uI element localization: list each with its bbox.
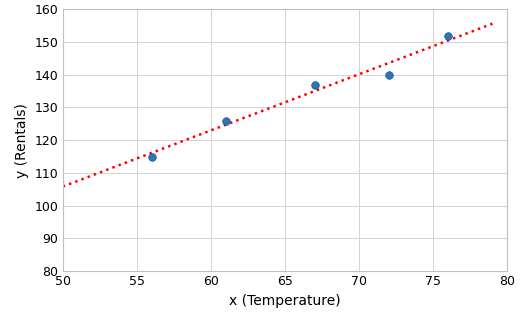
Point — [222, 118, 230, 123]
Y-axis label: y (Rentals): y (Rentals) — [15, 103, 29, 178]
Point — [147, 154, 156, 159]
Point — [384, 72, 393, 77]
Point — [444, 33, 452, 38]
Point — [311, 82, 319, 87]
X-axis label: x (Temperature): x (Temperature) — [229, 294, 341, 308]
